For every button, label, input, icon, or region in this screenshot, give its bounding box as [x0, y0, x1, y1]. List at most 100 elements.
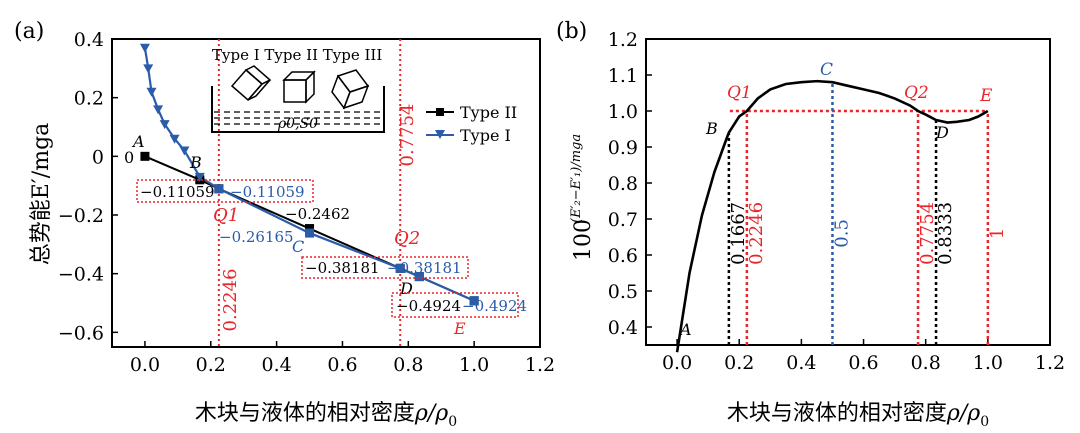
vline-label-b: 0.5	[831, 219, 852, 248]
legend-label-type-i: Type I	[460, 126, 511, 145]
annotation-e-black: −0.4924	[396, 297, 461, 315]
y-tick-label-b: 1.0	[608, 101, 638, 123]
annotation-box-B	[136, 179, 314, 203]
y-tick-label-b: 0.6	[608, 245, 638, 267]
annotation-q2-blue: −0.38181	[387, 259, 462, 277]
vline-label-b: 1	[987, 228, 1008, 239]
marker-type-i	[159, 120, 170, 130]
plot-frame-b	[645, 38, 1051, 346]
annotation-c-blue: −0.26165	[219, 228, 294, 246]
marker-type-i	[395, 263, 405, 273]
cube-type-ii	[282, 70, 316, 104]
y-axis-label-a: 总势能E′/mga	[29, 123, 54, 266]
y-tick-label-b: 0.7	[608, 209, 638, 231]
point-label-A-b: A	[678, 320, 692, 339]
point-label-A-value: 0	[124, 148, 134, 167]
marker-type-ii	[140, 151, 150, 161]
y-axis-label-b-exp: (E′₂−E′₁)/mga	[569, 134, 584, 223]
cube-type-iii	[331, 69, 370, 110]
point-label-Q1-a: Q1	[213, 205, 239, 226]
inset-schematic: Type I Type II Type III	[211, 46, 385, 133]
inset-title: Type I Type II Type III	[212, 46, 382, 64]
marker-type-i	[469, 296, 479, 306]
liquid-container	[211, 86, 385, 133]
x-tick-label-b: 0.2	[724, 352, 754, 374]
liquid-label: ρ0,S0	[277, 116, 318, 132]
x-axis-label-a-var: ρ/ρ	[414, 401, 448, 426]
annotation-box-Q2	[301, 256, 469, 279]
x-tick-label-a: 0.8	[393, 354, 423, 376]
y-tick-label-b: 0.8	[608, 173, 638, 195]
point-label-B-a: B	[189, 153, 202, 172]
point-label-A-a: A	[131, 132, 145, 151]
point-label-D-b: D	[935, 123, 949, 142]
marker-type-ii	[305, 224, 315, 234]
x-axis-label-b-var: ρ/ρ	[946, 401, 980, 426]
y-tick-label-b: 1.1	[608, 65, 638, 87]
marker-type-i	[414, 272, 424, 282]
legend-marker-type-i	[435, 130, 445, 139]
y-tick-label-a: −0.4	[58, 264, 104, 286]
point-label-C-b: C	[820, 60, 833, 80]
point-label-Q1-b: Q1	[727, 83, 752, 103]
panel-label-b: (b)	[556, 19, 587, 44]
x-tick-label-a: 0.6	[327, 354, 357, 376]
y-tick-label-a: 0.4	[74, 29, 104, 51]
panel-b: (b) 0.0 0.2 0.4 0.6 0.8 1.0 1.2 1.2 1.1 1.0 0.9 0.8…	[556, 19, 1065, 430]
axis-ticks-b: 0.0 0.2 0.4 0.6 0.8 1.0 1.2 1.2 1.1 1.0 0.9 0.8 0.7 0…	[608, 29, 1065, 374]
panel-label-a: (a)	[14, 19, 44, 44]
point-label-E-b: E	[979, 86, 993, 106]
annotation-b-black: −0.11059	[140, 183, 215, 201]
vline-label-0-7754-a: 0.7754	[397, 104, 418, 167]
marker-type-i	[143, 64, 154, 74]
x-tick-label-b: 1.2	[1035, 352, 1065, 374]
legend-a: Type II Type I	[426, 103, 517, 145]
x-axis-label-a-sub: 0	[448, 414, 457, 430]
y-tick-label-a: 0	[92, 146, 104, 168]
x-tick-label-b: 1.0	[973, 352, 1003, 374]
point-label-E-a: E	[453, 319, 466, 338]
y-tick-label-a: −0.6	[58, 322, 104, 344]
x-tick-label-a: 1.2	[525, 354, 555, 376]
marker-type-i	[305, 228, 315, 238]
annotation-b-blue: −0.11059	[230, 183, 305, 201]
x-axis-label-b: 木块与液体的相对密度ρ/ρ0	[727, 401, 989, 430]
vline-label-b: 0.1667	[728, 202, 749, 265]
x-tick-label-a: 0.0	[130, 354, 160, 376]
marker-type-i	[153, 105, 164, 115]
axis-ticks-a: 0.0 0.2 0.4 0.6 0.8 1.0 1.2 0.4 0.2 0 −0.2 −0.4 −0.6	[58, 29, 555, 376]
vline-label-0-2246-a: 0.2246	[220, 269, 241, 332]
cube-type-i	[230, 65, 272, 102]
x-axis-label-a-main: 木块与液体的相对密度	[195, 401, 415, 426]
y-tick-label-b: 0.5	[608, 281, 638, 303]
y-tick-label-b: 0.9	[608, 137, 638, 159]
x-tick-label-a: 0.2	[196, 354, 226, 376]
y-axis-label-b: 100 (E′₂−E′₁)/mga	[569, 134, 596, 261]
x-tick-label-b: 0.6	[848, 352, 878, 374]
marker-type-i	[146, 87, 157, 97]
annotation-q2-black: −0.38181	[305, 259, 380, 277]
marker-type-i	[139, 43, 150, 53]
x-tick-label-b: 0.8	[911, 352, 941, 374]
plot-frame-a	[111, 38, 541, 348]
legend-label-type-ii: Type II	[460, 103, 517, 122]
curve-b	[675, 79, 989, 353]
x-tick-label-b: 0.4	[786, 352, 816, 374]
panel-a: (a) 0.0 0.2 0.4 0.6 0.8 1.0 1.2 0.4 0.2 0 −0.2 −0.4…	[14, 19, 555, 430]
point-label-Q2-b: Q2	[904, 83, 929, 103]
y-tick-label-b: 0.4	[608, 317, 638, 339]
point-label-C-a: C	[292, 237, 304, 256]
x-axis-label-b-sub: 0	[980, 414, 989, 430]
x-axis-label-b-main: 木块与液体的相对密度	[727, 401, 947, 426]
marker-type-i	[179, 146, 190, 156]
marker-type-i	[194, 172, 205, 182]
annotation-c-black: −0.2462	[285, 205, 350, 223]
vline-label-b: 0.8333	[935, 202, 956, 265]
marker-type-i	[214, 184, 224, 194]
annotation-e-blue: −0.4924	[462, 297, 527, 315]
point-label-D-a: D	[399, 279, 413, 298]
x-tick-label-a: 0.4	[262, 354, 292, 376]
legend-marker-type-ii	[436, 108, 444, 116]
